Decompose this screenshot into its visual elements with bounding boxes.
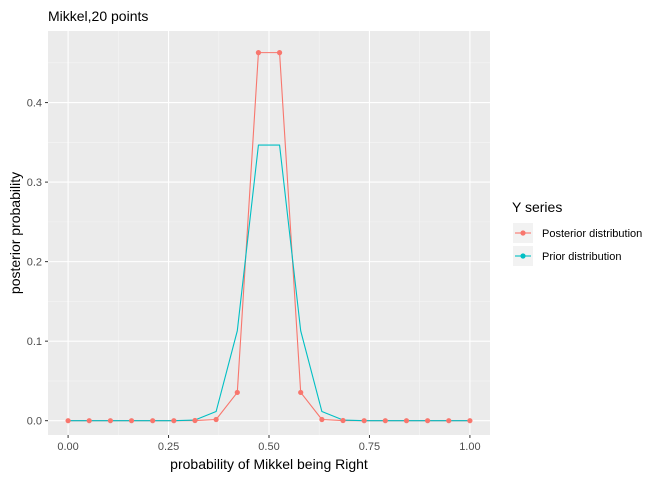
posterior-distribution-point	[171, 418, 177, 424]
posterior-distribution-point	[382, 418, 388, 424]
prior-distribution-line	[68, 144, 470, 422]
posterior-distribution-point	[234, 389, 240, 396]
posterior-distribution-point	[361, 418, 367, 424]
posterior-distribution-point	[340, 417, 346, 424]
legend: Y series Posterior distribution Prior dis…	[512, 199, 642, 266]
legend-title: Y series	[512, 199, 562, 215]
posterior-distribution-point	[86, 418, 92, 424]
y-axis-title: posterior probability	[7, 172, 23, 294]
posterior-distribution-point	[150, 418, 156, 424]
x-tick-label: 0.50	[258, 441, 279, 453]
posterior-distribution-point	[467, 418, 473, 424]
chart-title: Mikkel,20 points	[48, 8, 148, 24]
series-points	[65, 50, 473, 424]
posterior-distribution-point	[65, 418, 71, 424]
legend-key-point	[520, 253, 526, 259]
posterior-distribution-point	[276, 50, 283, 56]
posterior-distribution-point	[192, 417, 198, 424]
posterior-distribution-point	[107, 418, 114, 424]
x-axis-title: probability of Mikkel being Right	[170, 456, 368, 472]
legend-key	[513, 246, 533, 266]
posterior-distribution-point	[298, 389, 304, 396]
y-tick-label: 0.4	[27, 98, 42, 110]
posterior-distribution-point	[319, 416, 325, 423]
x-tick-label: 0.25	[158, 441, 179, 453]
legend-label: Prior distribution	[542, 251, 621, 263]
x-tick-label: 1.00	[459, 441, 480, 453]
y-tick-label: 0.2	[27, 257, 42, 269]
legend-key	[513, 223, 533, 243]
posterior-distribution-point	[446, 418, 452, 424]
posterior-distribution-point	[424, 418, 431, 424]
y-tick-label: 0.3	[27, 177, 42, 189]
y-tick-label: 0.0	[27, 416, 42, 428]
y-tick-label: 0.1	[27, 336, 42, 348]
x-tick-label: 0.00	[57, 441, 78, 453]
legend-label: Posterior distribution	[542, 228, 642, 240]
y-axis-ticks: 0.0 0.1 0.2 0.3 0.4	[27, 98, 48, 428]
posterior-distribution-point	[213, 416, 219, 423]
legend-key-point	[520, 230, 526, 236]
posterior-distribution-point	[403, 418, 410, 424]
x-axis-ticks: 0.00 0.25 0.50 0.75 1.00	[57, 435, 481, 453]
major-gridlines	[48, 31, 490, 435]
x-tick-label: 0.75	[359, 441, 380, 453]
series-layer	[65, 50, 473, 424]
posterior-distribution-point	[128, 418, 135, 424]
series-lines	[68, 52, 470, 422]
posterior-distribution-point	[255, 50, 262, 56]
